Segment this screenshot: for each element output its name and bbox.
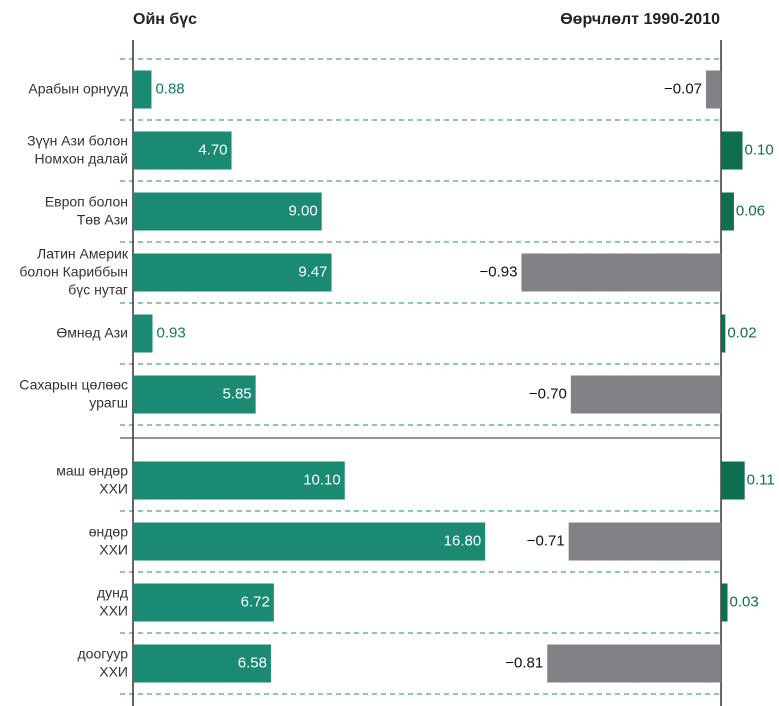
bar: [133, 314, 153, 353]
value-label: 5.85: [222, 385, 251, 402]
value-label: 9.00: [288, 202, 317, 219]
change-label: −0.93: [479, 263, 517, 280]
value-label: 6.72: [241, 593, 270, 610]
category-line: ХХИ: [99, 541, 128, 557]
category-label: Арабын орнууд: [28, 80, 128, 96]
change-label: 0.11: [747, 471, 775, 488]
left-heading: Ойн бүс: [133, 11, 197, 28]
category-label: Сахарын цөлөөс урагш: [19, 376, 128, 410]
category-line: Европ болон: [45, 193, 128, 209]
category-line: Төв Ази: [77, 211, 128, 227]
change-label: −0.71: [527, 532, 565, 549]
change-bar: [721, 583, 728, 622]
change-bar: [706, 70, 722, 109]
category-label: доогуур ХХИ: [78, 645, 129, 679]
change-bar: [568, 522, 722, 561]
category-line: өндөр: [89, 523, 128, 539]
change-bar: [721, 192, 734, 231]
category-label: маш өндөр ХХИ: [56, 462, 128, 496]
bar: [133, 253, 332, 292]
change-label: 0.10: [745, 141, 774, 158]
category-line: Өмнөд Ази: [56, 324, 128, 340]
bar: [133, 192, 322, 231]
category-label: Зүүн Ази болон Номхон далай: [27, 132, 128, 166]
category-line: Зүүн Ази болон: [27, 132, 128, 148]
category-line: доогуур: [78, 645, 129, 661]
value-label: 16.80: [444, 532, 482, 549]
change-label: 0.02: [727, 324, 756, 341]
change-bar: [521, 253, 722, 292]
bar: [133, 375, 256, 414]
category-label: өндөр ХХИ: [89, 523, 128, 557]
change-bar: [721, 131, 743, 170]
category-line: болон Кариббын: [19, 263, 128, 279]
value-label: 10.10: [303, 471, 341, 488]
category-line: урагш: [89, 394, 128, 410]
category-line: бүс нутаг: [68, 281, 128, 297]
category-line: ХХИ: [99, 480, 128, 496]
bar: [133, 461, 345, 500]
category-line: дунд: [97, 584, 128, 600]
value-label: 4.70: [198, 141, 227, 158]
value-label: 9.47: [298, 263, 327, 280]
change-label: −0.81: [505, 654, 543, 671]
category-line: Арабын орнууд: [28, 80, 128, 96]
change-label: −0.07: [664, 80, 702, 97]
category-label: Европ болон Төв Ази: [45, 193, 128, 227]
change-label: 0.03: [729, 593, 758, 610]
category-label: Латин Америк болон Кариббын бүс нутаг: [19, 245, 128, 297]
category-label: дунд ХХИ: [97, 584, 128, 618]
change-label: −0.70: [529, 385, 567, 402]
bar: [133, 644, 271, 683]
change-label: 0.06: [736, 202, 765, 219]
change-bar: [547, 644, 722, 683]
change-bar: [570, 375, 722, 414]
bar: [133, 583, 274, 622]
bar: [133, 522, 486, 561]
bar: [133, 131, 232, 170]
bar: [133, 70, 152, 109]
change-bar: [721, 461, 745, 500]
value-label: 0.88: [155, 80, 184, 97]
value-label: 0.93: [156, 324, 185, 341]
category-line: ХХИ: [99, 663, 128, 679]
category-label: Өмнөд Ази: [56, 324, 128, 340]
category-line: Латин Америк: [37, 245, 129, 261]
right-heading: Өөрчлөлт 1990-2010: [560, 11, 720, 28]
change-bar: [721, 314, 726, 353]
category-line: ХХИ: [99, 602, 128, 618]
value-label: 6.58: [238, 654, 267, 671]
category-line: маш өндөр: [56, 462, 128, 478]
category-line: Номхон далай: [34, 150, 128, 166]
category-line: Сахарын цөлөөс: [19, 376, 128, 392]
